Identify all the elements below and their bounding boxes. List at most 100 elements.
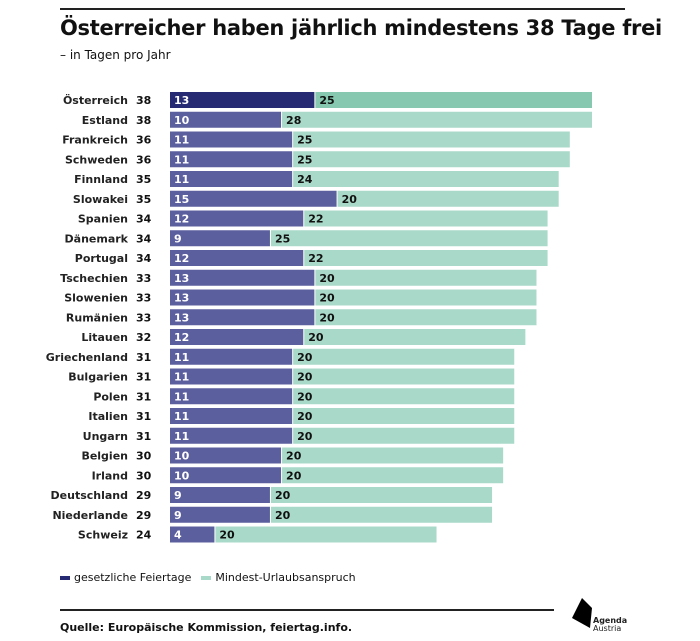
total-label: 35 bbox=[136, 173, 151, 186]
legend-item-vacation: Mindest-Urlaubsanspruch bbox=[201, 571, 356, 584]
bar-vacation bbox=[315, 309, 537, 326]
bar-vacation bbox=[315, 92, 592, 108]
bar-holidays bbox=[170, 269, 315, 286]
chart-title: Österreicher haben jährlich mindestens 3… bbox=[60, 16, 662, 40]
bar-vacation bbox=[293, 348, 515, 365]
total-label: 33 bbox=[136, 292, 151, 305]
data-label-vacation: 20 bbox=[297, 351, 313, 364]
total-label: 38 bbox=[136, 114, 151, 127]
total-label: 35 bbox=[136, 193, 151, 206]
bar-holidays bbox=[170, 427, 293, 444]
category-label: Estland bbox=[82, 114, 128, 127]
data-label-holidays: 13 bbox=[174, 94, 189, 107]
bar-vacation bbox=[270, 506, 493, 523]
agenda-austria-logo-icon bbox=[572, 598, 592, 628]
total-label: 31 bbox=[136, 351, 151, 364]
source-note: Quelle: Europäische Kommission, feiertag… bbox=[60, 621, 353, 634]
total-label: 30 bbox=[136, 469, 152, 482]
data-label-vacation: 25 bbox=[319, 94, 334, 107]
data-label-holidays: 11 bbox=[174, 410, 189, 423]
top-rule bbox=[60, 8, 625, 10]
category-label: Tschechien bbox=[60, 272, 128, 285]
category-label: Deutschland bbox=[51, 489, 128, 502]
category-label: Griechenland bbox=[46, 351, 128, 364]
logo-line2: Austria bbox=[593, 624, 622, 633]
bar-vacation bbox=[270, 230, 548, 247]
bar-holidays bbox=[170, 111, 282, 128]
category-label: Frankreich bbox=[62, 134, 128, 147]
bar-vacation bbox=[293, 131, 570, 148]
bar-vacation bbox=[282, 111, 592, 128]
data-label-holidays: 12 bbox=[174, 252, 189, 265]
bar-vacation bbox=[215, 526, 437, 543]
data-label-holidays: 9 bbox=[174, 232, 182, 245]
bar-vacation bbox=[304, 250, 548, 266]
category-label: Spanien bbox=[78, 213, 128, 226]
category-label: Ungarn bbox=[83, 430, 128, 443]
data-label-vacation: 24 bbox=[297, 173, 313, 186]
data-label-vacation: 20 bbox=[286, 450, 302, 463]
total-label: 32 bbox=[136, 331, 151, 344]
legend-swatch-holidays bbox=[60, 575, 70, 580]
bar-holidays bbox=[170, 190, 337, 207]
data-label-holidays: 12 bbox=[174, 331, 189, 344]
logo-line1: Agenda bbox=[593, 616, 628, 625]
total-label: 36 bbox=[136, 134, 152, 147]
category-label: Dänemark bbox=[65, 232, 129, 245]
bar-holidays bbox=[170, 309, 315, 326]
bar-holidays bbox=[170, 447, 282, 464]
data-label-vacation: 25 bbox=[297, 134, 312, 147]
data-label-holidays: 11 bbox=[174, 351, 189, 364]
category-label: Polen bbox=[93, 390, 128, 403]
data-label-holidays: 4 bbox=[174, 529, 182, 542]
category-label: Niederlande bbox=[52, 509, 128, 522]
data-label-holidays: 11 bbox=[174, 153, 189, 166]
bar-holidays bbox=[170, 526, 215, 543]
data-label-vacation: 20 bbox=[297, 390, 313, 403]
data-label-holidays: 10 bbox=[174, 469, 190, 482]
category-label: Litauen bbox=[81, 331, 128, 344]
category-label: Slowakei bbox=[73, 193, 128, 206]
bottom-rule bbox=[60, 609, 554, 611]
bar-holidays bbox=[170, 131, 293, 148]
bar-holidays bbox=[170, 467, 282, 484]
total-label: 29 bbox=[136, 509, 151, 522]
data-label-vacation: 20 bbox=[342, 193, 358, 206]
bar-vacation bbox=[270, 487, 493, 503]
bar-holidays bbox=[170, 289, 315, 306]
legend: gesetzliche Feiertage Mindest-Urlaubsans… bbox=[60, 571, 356, 584]
bar-holidays bbox=[170, 368, 293, 385]
data-label-vacation: 20 bbox=[319, 272, 335, 285]
total-label: 34 bbox=[136, 213, 152, 226]
bar-vacation bbox=[293, 408, 515, 424]
bar-vacation bbox=[293, 151, 570, 168]
bar-holidays bbox=[170, 408, 293, 424]
bar-holidays bbox=[170, 348, 293, 365]
category-label: Schweiz bbox=[78, 529, 128, 542]
data-label-vacation: 20 bbox=[275, 509, 291, 522]
category-label: Rumänien bbox=[66, 311, 128, 324]
total-label: 38 bbox=[136, 94, 151, 107]
data-label-holidays: 9 bbox=[174, 509, 182, 522]
data-label-vacation: 20 bbox=[319, 311, 335, 324]
data-label-holidays: 10 bbox=[174, 450, 190, 463]
data-label-holidays: 12 bbox=[174, 213, 189, 226]
bar-vacation bbox=[315, 289, 537, 306]
data-label-vacation: 20 bbox=[297, 410, 313, 423]
bar-holidays bbox=[170, 92, 315, 108]
total-label: 34 bbox=[136, 232, 152, 245]
category-label: Italien bbox=[88, 410, 128, 423]
data-label-holidays: 13 bbox=[174, 272, 189, 285]
total-label: 30 bbox=[136, 450, 152, 463]
total-label: 31 bbox=[136, 430, 151, 443]
data-label-vacation: 20 bbox=[308, 331, 324, 344]
data-label-vacation: 25 bbox=[297, 153, 312, 166]
bar-vacation bbox=[337, 190, 559, 207]
legend-swatch-vacation bbox=[201, 575, 212, 580]
category-label: Österreich bbox=[63, 93, 128, 107]
logo-text: Agenda Austria bbox=[593, 617, 627, 633]
category-label: Slowenien bbox=[64, 292, 128, 305]
bar-holidays bbox=[170, 506, 270, 523]
legend-label-vacation: Mindest-Urlaubsanspruch bbox=[215, 571, 356, 584]
data-label-holidays: 10 bbox=[174, 114, 190, 127]
